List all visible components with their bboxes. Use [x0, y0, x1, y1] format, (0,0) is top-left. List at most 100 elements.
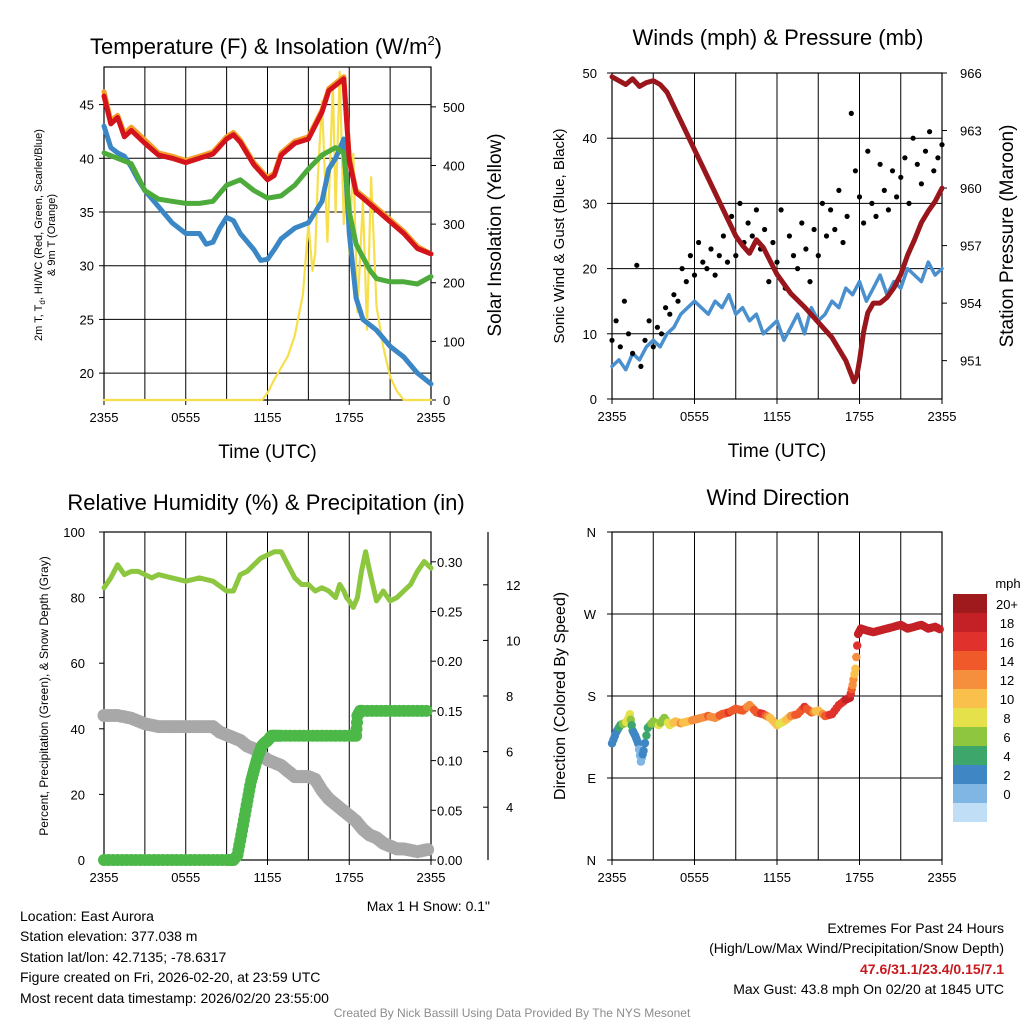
x-tick-label: 2355	[928, 870, 957, 885]
x-axis-label: Time (UTC)	[218, 442, 317, 463]
gust-point	[803, 246, 809, 252]
gust-point	[700, 259, 706, 265]
colorbar-swatch	[953, 613, 987, 632]
x-tick-label: 0555	[680, 870, 709, 885]
y-tick-label: 0	[590, 392, 597, 407]
gust-point	[815, 253, 821, 259]
colorbar-swatch	[953, 594, 987, 613]
y2-tick-label: 957	[960, 239, 982, 254]
extremes-title: Extremes For Past 24 Hours	[827, 920, 1004, 936]
gust-point	[927, 129, 933, 135]
gust-point	[807, 279, 813, 285]
y-axis-label-part: 2m T, T	[33, 304, 45, 341]
gust-point	[770, 239, 776, 246]
gust-point	[848, 110, 854, 116]
gust-point	[922, 148, 929, 154]
y-axis-label: Direction (Colored By Speed)	[552, 592, 569, 800]
gust-point	[720, 233, 727, 239]
y-tick-label: E	[587, 771, 596, 786]
y-tick-label: 100	[63, 525, 85, 540]
x-tick-label: 1155	[763, 409, 791, 424]
chart-title-end: )	[435, 34, 442, 59]
y-axis-label-subscript: d	[38, 300, 47, 304]
station-elevation: Station elevation: 377.038 m	[20, 928, 198, 945]
recent-timestamp: Most recent data timestamp: 2026/02/20 2…	[20, 989, 329, 1006]
chart-title: Winds (mph) & Pressure (mb)	[633, 25, 924, 50]
x-tick-label: 2355	[928, 409, 957, 424]
gust-point	[906, 200, 912, 206]
gust-point	[795, 266, 801, 272]
y-tick-label: 40	[583, 131, 597, 146]
y3-tick-label: 12	[506, 578, 520, 593]
gust-point	[865, 148, 871, 154]
y-tick-label: 0	[78, 853, 85, 868]
x-tick-label: 2355	[90, 410, 119, 425]
y2-tick-label: 0.25	[437, 605, 462, 620]
colorbar-label: 6	[1003, 730, 1010, 745]
y-tick-label: 50	[583, 66, 597, 81]
colorbar-label: 8	[1003, 711, 1010, 726]
gust-point	[939, 142, 945, 148]
line-dewpoint	[101, 145, 434, 287]
gust-point	[671, 292, 677, 298]
x-tick-label: 1755	[335, 410, 364, 425]
y-axis-label-line2: & 9m T (Orange)	[46, 194, 58, 276]
x-tick-label: 0555	[171, 870, 200, 885]
y2-tick-label: 0	[443, 393, 450, 408]
y-tick-label: 60	[71, 656, 85, 671]
y-tick-label: 40	[80, 151, 94, 166]
colorbar-swatch	[953, 727, 987, 746]
colorbar-swatch	[953, 784, 987, 803]
wind-direction-panel: 2355 0555 1155 1755 2355 Wind Direction N E S W N D…	[552, 485, 1021, 885]
gust-point	[613, 318, 619, 324]
y-tick-label: W	[584, 607, 597, 622]
y-tick-label: 35	[80, 205, 94, 220]
winds-pressure-panel: 2355 0555 1155 1755 2355 Winds (mph) & Pressu…	[551, 25, 1018, 462]
y-axis-label: Percent, Precipitation (Green), & Snow D…	[37, 556, 51, 835]
y3-tick-label: 4	[506, 800, 513, 815]
colorbar-swatch	[953, 746, 987, 765]
max-snow-note: Max 1 H Snow: 0.1"	[367, 898, 490, 914]
gust-point	[724, 259, 731, 265]
colorbar-label: 20+	[996, 597, 1018, 612]
gust-point	[658, 331, 665, 337]
gust-point	[704, 266, 710, 272]
station-latlon: Station lat/lon: 42.7135; -78.6317	[20, 948, 227, 965]
gust-point	[683, 279, 689, 285]
gust-point	[687, 253, 694, 259]
y2-axis-label: Solar Insolation (Yellow)	[485, 133, 506, 336]
y2-tick-label: 0.05	[437, 803, 462, 818]
y-tick-label: N	[587, 525, 596, 540]
gust-point	[823, 233, 830, 239]
gust-point	[885, 207, 892, 213]
y2-tick-label: 0.20	[437, 654, 462, 669]
gust-point	[638, 363, 644, 369]
line-relative-humidity	[101, 549, 434, 610]
gust-point	[650, 344, 656, 350]
gust-point	[881, 187, 887, 193]
gust-point	[774, 259, 780, 265]
y-axis-label: Sonic Wind & Gust (Blue, Black)	[551, 128, 568, 343]
colorbar-swatch	[953, 765, 987, 784]
colorbar-title: mph	[995, 576, 1020, 591]
gust-point	[691, 272, 698, 278]
y-axis-label-line1: 2m T, Td, HI/WC (Red, Green, Scarlet/Blu…	[33, 129, 47, 341]
y-tick-label: 30	[80, 259, 94, 274]
credit-line: Created By Nick Bassill Using Data Provi…	[333, 1006, 691, 1020]
gust-point	[663, 305, 669, 311]
colorbar-label: 16	[1000, 635, 1014, 650]
colorbar-label: 10	[1000, 692, 1014, 707]
gust-point	[621, 298, 628, 304]
gust-point	[790, 253, 797, 259]
x-tick-label: 1155	[254, 410, 282, 425]
y-tick-label: 80	[71, 591, 85, 606]
colorbar-swatch	[953, 632, 987, 651]
gust-point	[869, 200, 875, 206]
humidity-precipitation-panel: 2355 0555 1155 1755 2355 Relative Humidity (%…	[37, 490, 520, 914]
wind-direction-point	[639, 746, 648, 755]
colorbar-label: 4	[1003, 749, 1010, 764]
y2-tick-label: 200	[443, 276, 465, 291]
station-location: Location: East Aurora	[20, 908, 154, 924]
y-axis-label-part: , HI/WC (Red, Green, Scarlet/Blue)	[33, 129, 45, 300]
chart-title: Temperature (F) & Insolation (W/m2)	[90, 33, 442, 59]
